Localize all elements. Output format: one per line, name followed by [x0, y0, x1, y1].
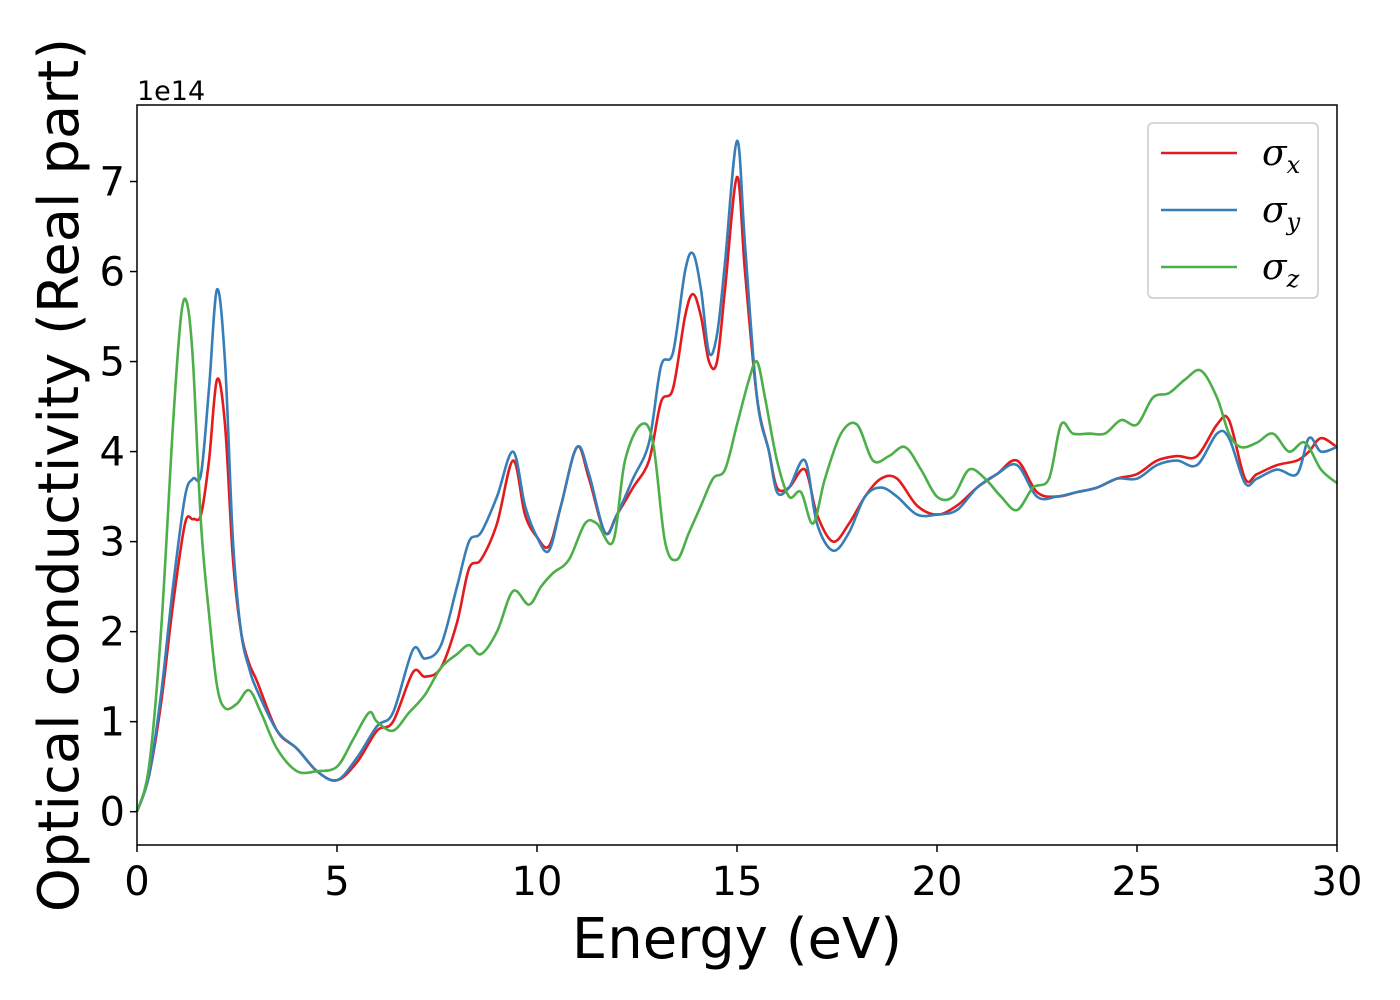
- y-tick-label: 5: [100, 340, 125, 386]
- y-tick-label: 3: [100, 520, 125, 566]
- y-tick-label: 4: [100, 430, 125, 476]
- x-tick-label: 0: [124, 859, 149, 905]
- y-tick-label: 1: [100, 700, 125, 746]
- x-tick-label: 25: [1112, 859, 1163, 905]
- y-axis: 0 1 2 3 4 5 6 7: [100, 160, 137, 836]
- x-axis: 0 5 10 15 20 25 30: [124, 845, 1362, 905]
- y-axis-label: Optical conductivity (Real part): [27, 38, 92, 912]
- x-tick-label: 5: [324, 859, 349, 905]
- x-tick-label: 20: [912, 859, 963, 905]
- y-tick-label: 7: [100, 160, 125, 206]
- x-tick-label: 15: [712, 859, 763, 905]
- x-tick-label: 10: [512, 859, 563, 905]
- series-line-y: [135, 139, 1338, 813]
- y-tick-label: 6: [100, 250, 125, 296]
- y-tick-label: 2: [100, 610, 125, 656]
- x-tick-label: 30: [1312, 859, 1363, 905]
- y-offset-label: 1e14: [137, 76, 205, 107]
- y-tick-label: 0: [100, 790, 125, 836]
- series-layer: [135, 139, 1338, 813]
- x-axis-label: Energy (eV): [572, 907, 902, 972]
- series-line-z: [135, 297, 1338, 813]
